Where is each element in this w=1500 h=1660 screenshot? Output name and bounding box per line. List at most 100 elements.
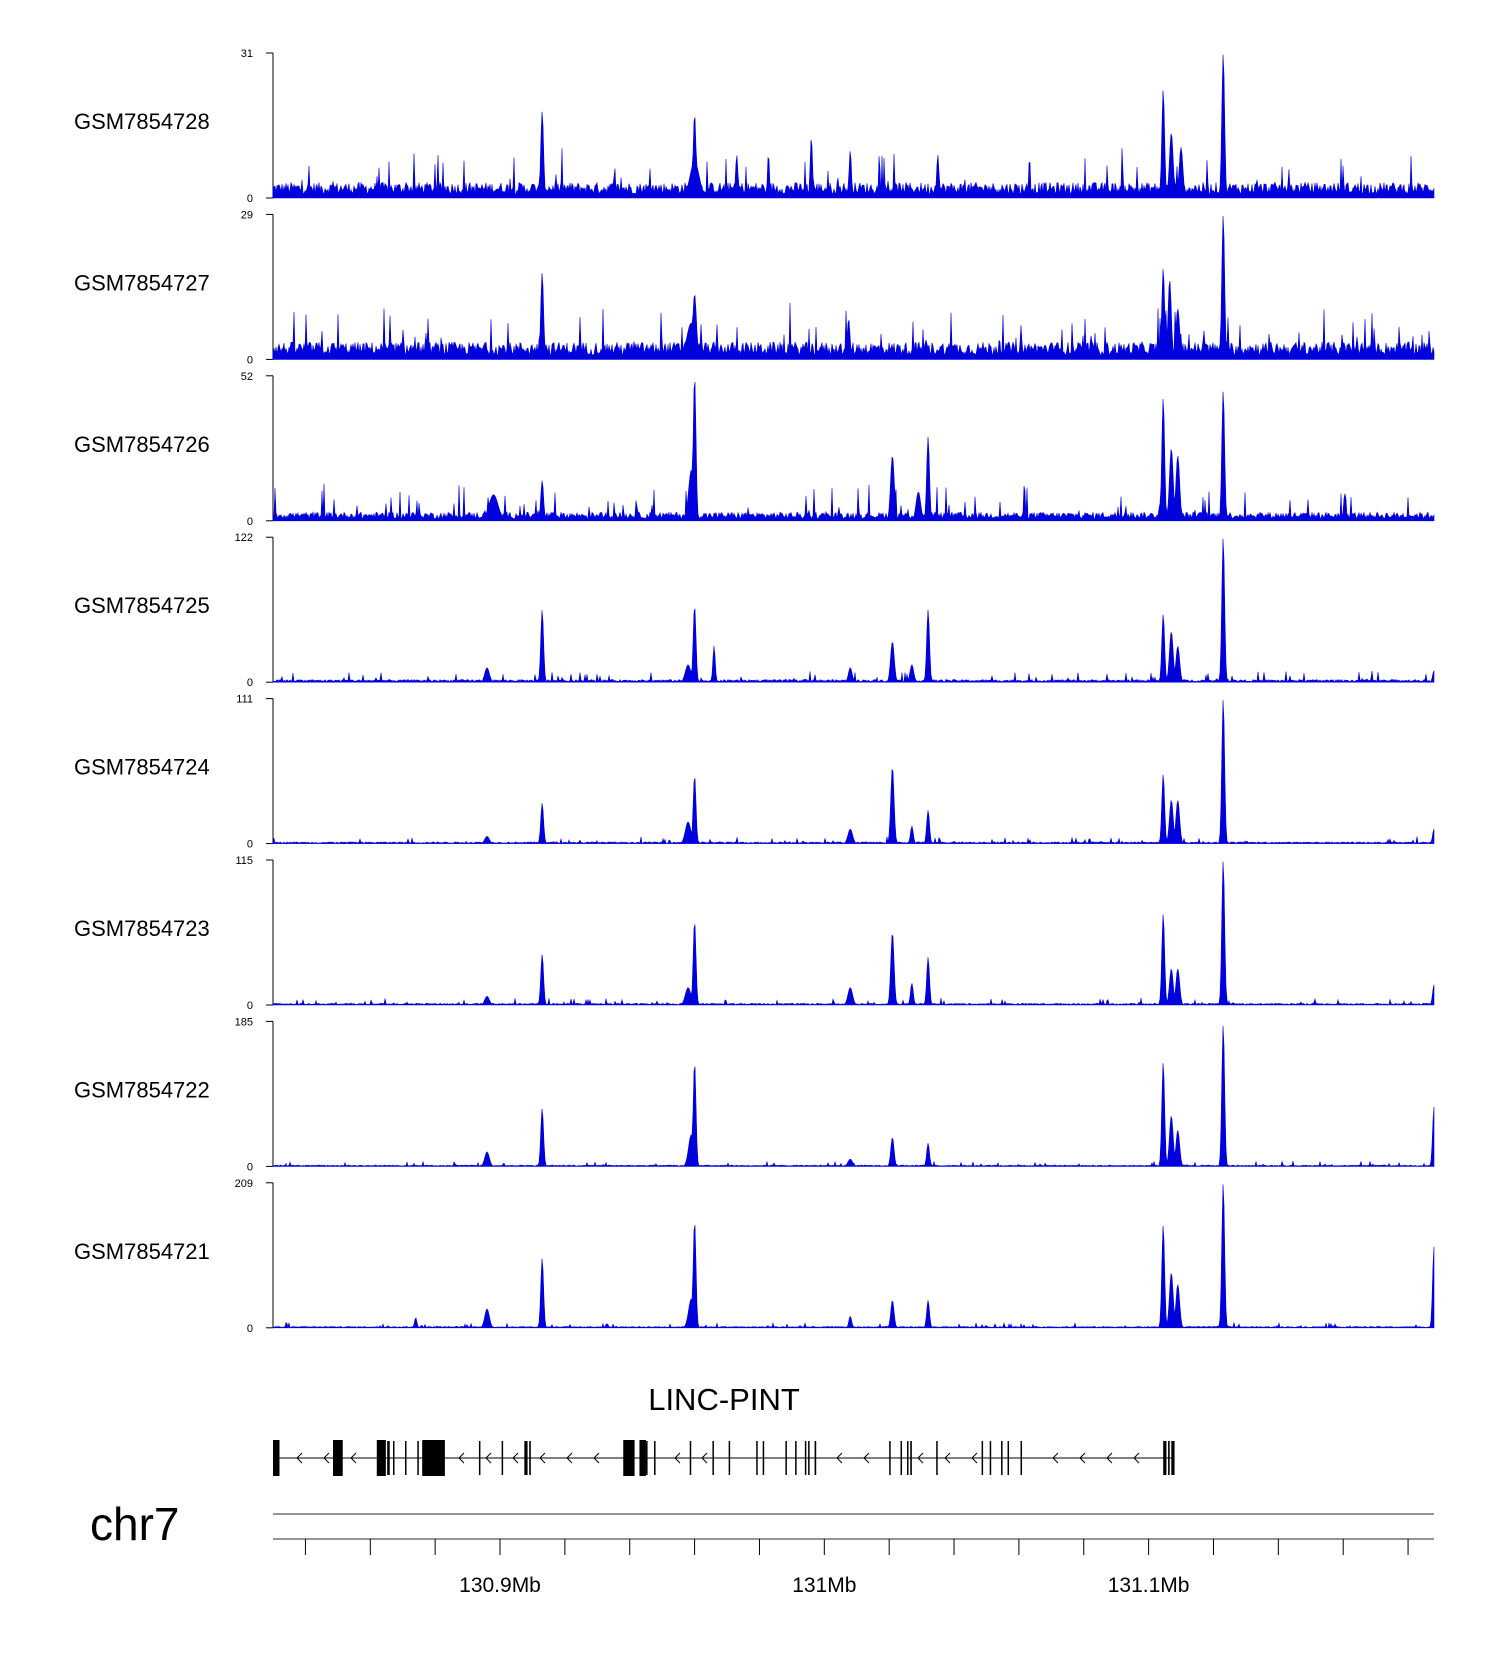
track-GSM7854725: GSM7854725 122 0 bbox=[74, 532, 1435, 689]
gene-exon bbox=[804, 1441, 807, 1475]
strand-arrow bbox=[1133, 1452, 1140, 1464]
y-max-label: 185 bbox=[235, 1016, 253, 1028]
strand-arrow bbox=[701, 1452, 708, 1464]
signal-area bbox=[272, 1184, 1435, 1329]
y-max-label: 31 bbox=[241, 48, 253, 60]
gene-exon bbox=[981, 1441, 984, 1475]
y-zero-label: 0 bbox=[247, 839, 253, 851]
gene-exon bbox=[1163, 1441, 1167, 1475]
gene-exon bbox=[910, 1441, 912, 1475]
gene-exon bbox=[936, 1441, 938, 1475]
gene-exon bbox=[623, 1440, 635, 1476]
signal-area bbox=[272, 538, 1435, 683]
gene-exon bbox=[376, 1440, 386, 1476]
strand-arrow bbox=[566, 1452, 573, 1464]
y-zero-label: 0 bbox=[247, 1323, 253, 1335]
axis-tick-label: 131.1Mb bbox=[1108, 1574, 1190, 1597]
gene-exon bbox=[645, 1441, 648, 1475]
gene-exon bbox=[689, 1441, 692, 1475]
strand-arrow bbox=[1079, 1452, 1086, 1464]
strand-arrow bbox=[971, 1452, 978, 1464]
signal-area bbox=[272, 215, 1435, 360]
axis-tick-label: 131Mb bbox=[792, 1574, 856, 1597]
signal-area bbox=[272, 700, 1435, 844]
track-label: GSM7854725 bbox=[74, 593, 210, 618]
signal-area bbox=[272, 54, 1435, 199]
track-GSM7854723: GSM7854723 115 0 bbox=[74, 855, 1435, 1012]
y-max-label: 52 bbox=[241, 371, 253, 383]
gene-exon bbox=[422, 1440, 445, 1476]
track-label: GSM7854728 bbox=[74, 109, 210, 134]
gene-exon bbox=[1168, 1441, 1170, 1475]
gene-exon bbox=[529, 1441, 531, 1475]
signal-area bbox=[272, 861, 1435, 1006]
gene-exon bbox=[728, 1441, 731, 1475]
signal-tracks: GSM7854728310GSM7854727290GSM7854726520G… bbox=[74, 48, 1435, 1335]
gene-exon bbox=[889, 1441, 891, 1475]
gene-exon bbox=[900, 1441, 903, 1475]
strand-arrow bbox=[539, 1452, 546, 1464]
gene-exon bbox=[417, 1441, 419, 1475]
y-zero-label: 0 bbox=[247, 1000, 253, 1012]
y-max-label: 29 bbox=[241, 209, 253, 221]
gene-exon bbox=[404, 1441, 407, 1475]
chromosome-label: chr7 bbox=[90, 1498, 179, 1550]
track-label: GSM7854722 bbox=[74, 1077, 210, 1102]
y-max-label: 115 bbox=[235, 855, 253, 867]
gene-exon bbox=[524, 1441, 528, 1475]
strand-arrow bbox=[1106, 1452, 1113, 1464]
gene-exon bbox=[387, 1441, 390, 1475]
y-max-label: 111 bbox=[236, 694, 253, 706]
strand-arrow bbox=[458, 1452, 465, 1464]
strand-arrow bbox=[296, 1452, 303, 1464]
strand-arrow bbox=[1052, 1452, 1059, 1464]
track-label: GSM7854721 bbox=[74, 1239, 210, 1264]
track-label: GSM7854724 bbox=[74, 755, 210, 780]
strand-arrow bbox=[944, 1452, 951, 1464]
track-GSM7854728: GSM7854728 31 0 bbox=[74, 48, 1435, 205]
y-zero-label: 0 bbox=[247, 516, 253, 528]
strand-arrow bbox=[485, 1452, 492, 1464]
gene-label: LINC-PINT bbox=[648, 1382, 800, 1417]
track-label: GSM7854723 bbox=[74, 916, 210, 941]
gene-exon bbox=[1001, 1441, 1003, 1475]
gene-exon bbox=[639, 1440, 646, 1476]
gene-exon bbox=[795, 1441, 797, 1475]
gene-exon bbox=[654, 1441, 656, 1475]
track-label: GSM7854726 bbox=[74, 432, 210, 457]
track-GSM7854722: GSM7854722 185 0 bbox=[74, 1016, 1435, 1173]
signal-area bbox=[272, 1025, 1435, 1168]
strand-arrow bbox=[917, 1452, 924, 1464]
y-zero-label: 0 bbox=[247, 354, 253, 366]
track-GSM7854724: GSM7854724 111 0 bbox=[74, 694, 1435, 851]
strand-arrow bbox=[836, 1452, 843, 1464]
gene-exon bbox=[1020, 1441, 1023, 1475]
gene-exon bbox=[989, 1441, 992, 1475]
y-zero-label: 0 bbox=[247, 677, 253, 689]
track-GSM7854726: GSM7854726 52 0 bbox=[74, 371, 1435, 528]
gene-exon bbox=[478, 1441, 481, 1475]
gene-exon bbox=[1007, 1441, 1010, 1475]
y-max-label: 122 bbox=[235, 532, 253, 544]
gene-exon bbox=[814, 1441, 817, 1475]
gene-model bbox=[273, 1440, 1175, 1476]
track-label: GSM7854727 bbox=[74, 270, 210, 295]
track-GSM7854721: GSM7854721 209 0 bbox=[74, 1178, 1435, 1335]
y-max-label: 209 bbox=[235, 1178, 253, 1190]
gene-exon bbox=[756, 1441, 758, 1475]
gene-exon bbox=[332, 1440, 343, 1476]
track-GSM7854727: GSM7854727 29 0 bbox=[74, 209, 1435, 366]
y-zero-label: 0 bbox=[247, 193, 253, 205]
gene-exon bbox=[712, 1441, 714, 1475]
gene-exon bbox=[273, 1440, 280, 1476]
gene-exon bbox=[762, 1441, 765, 1475]
gene-exon bbox=[785, 1441, 787, 1475]
gene-exon bbox=[392, 1441, 395, 1475]
gene-exon bbox=[907, 1441, 909, 1475]
strand-arrow bbox=[323, 1452, 330, 1464]
strand-arrow bbox=[350, 1452, 357, 1464]
gene-exon bbox=[808, 1441, 810, 1475]
strand-arrow bbox=[863, 1452, 870, 1464]
y-zero-label: 0 bbox=[247, 1161, 253, 1173]
